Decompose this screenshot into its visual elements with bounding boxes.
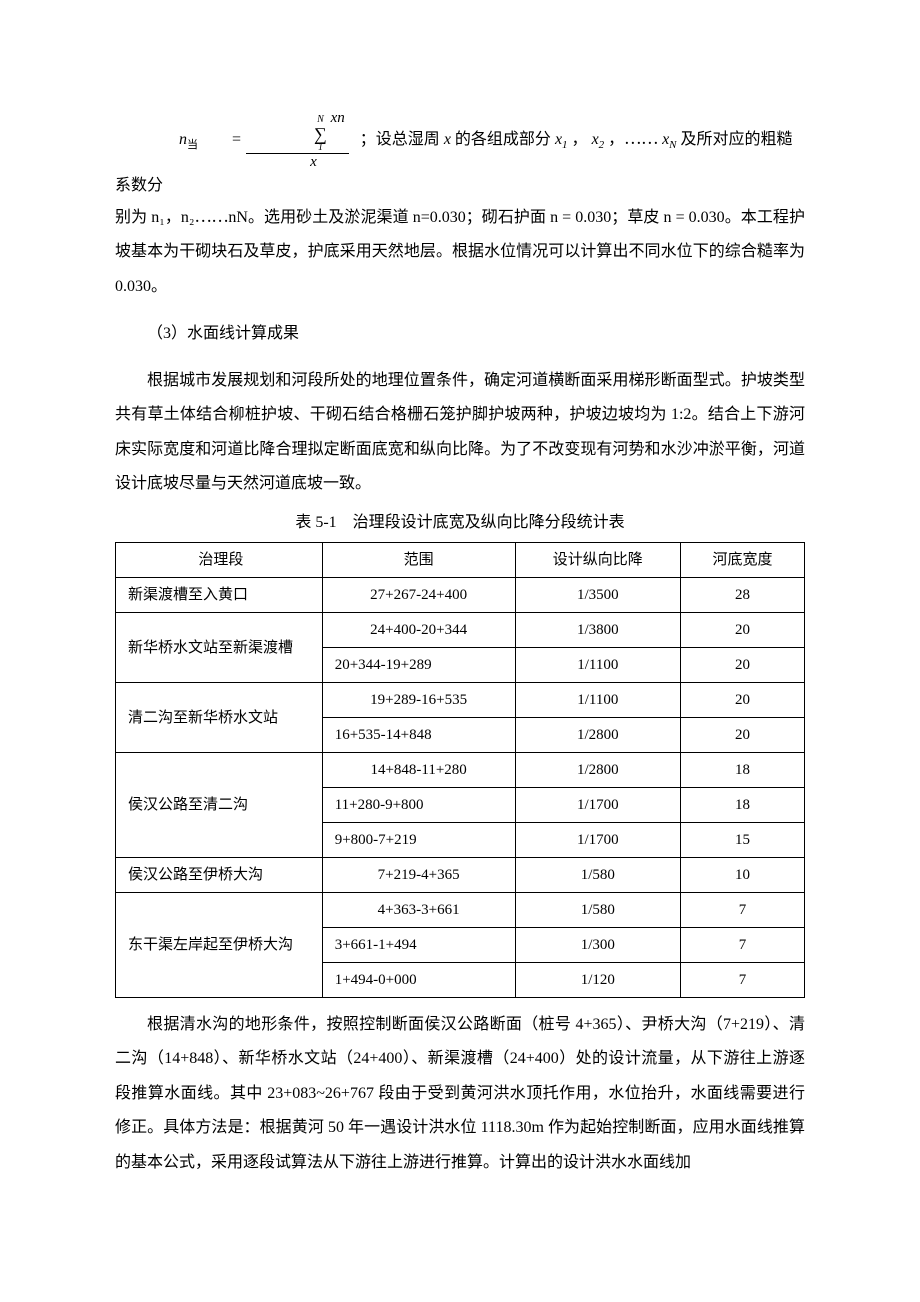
comma1: ， — [572, 131, 588, 148]
table-cell: 15 — [680, 823, 804, 858]
table-cell: 1/1700 — [515, 788, 680, 823]
var-x: x — [444, 131, 451, 148]
var-xn-sub: N — [669, 139, 676, 151]
table-cell: 7 — [680, 928, 804, 963]
formula: n当 = N ∑ 1 xn x — [147, 110, 352, 171]
table-cell: 10 — [680, 858, 804, 893]
data-table: 治理段 范围 设计纵向比降 河底宽度 新渠渡槽至入黄口27+267-24+400… — [115, 542, 805, 998]
formula-lhs-sub: 当 — [187, 139, 198, 151]
table-header: 河底宽度 — [680, 543, 804, 578]
table-cell: 1+494-0+000 — [322, 963, 515, 998]
paragraph-2: 根据城市发展规划和河段所处的地理位置条件，确定河道横断面采用梯形断面型式。护坡类… — [115, 364, 805, 502]
formula-denom: x — [274, 154, 321, 171]
table-cell: 1/1100 — [515, 648, 680, 683]
var-x2-sub: 2 — [599, 139, 605, 151]
table-cell: 1/1700 — [515, 823, 680, 858]
paragraph-1: 别为 n₁，n₂⋯⋯nN。选用砂土及淤泥渠道 n=0.030；砌石护面 n = … — [115, 201, 805, 304]
table-cell: 7 — [680, 893, 804, 928]
table-cell: 20 — [680, 613, 804, 648]
table-cell-section: 新华桥水文站至新渠渡槽 — [116, 613, 323, 683]
formula-fraction: N ∑ 1 xn x — [246, 110, 349, 171]
table-cell-section: 清二沟至新华桥水文站 — [116, 683, 323, 753]
formula-text-after: ；设总湿周 — [360, 131, 440, 148]
formula-text2: 的各组成部分 — [455, 131, 551, 148]
table-cell: 24+400-20+344 — [322, 613, 515, 648]
table-cell: 20+344-19+289 — [322, 648, 515, 683]
table-cell: 16+535-14+848 — [322, 718, 515, 753]
table-row: 新渠渡槽至入黄口27+267-24+4001/350028 — [116, 578, 805, 613]
table-cell: 18 — [680, 753, 804, 788]
var-x1: x — [555, 131, 562, 148]
sigma: N ∑ 1 — [282, 115, 327, 153]
var-x1-sub: 1 — [562, 139, 568, 151]
table-cell: 1/300 — [515, 928, 680, 963]
table-row: 侯汉公路至清二沟14+848-11+2801/280018 — [116, 753, 805, 788]
table-cell: 1/120 — [515, 963, 680, 998]
table-cell: 1/1100 — [515, 683, 680, 718]
table-cell: 20 — [680, 648, 804, 683]
table-cell-section: 侯汉公路至伊桥大沟 — [116, 858, 323, 893]
table-cell-section: 新渠渡槽至入黄口 — [116, 578, 323, 613]
table-cell-section: 侯汉公路至清二沟 — [116, 753, 323, 858]
table-row: 清二沟至新华桥水文站19+289-16+5351/110020 — [116, 683, 805, 718]
table-cell: 28 — [680, 578, 804, 613]
table-cell: 20 — [680, 683, 804, 718]
table-header: 治理段 — [116, 543, 323, 578]
formula-eq: = — [200, 125, 241, 155]
table-row: 侯汉公路至伊桥大沟7+219-4+3651/58010 — [116, 858, 805, 893]
table-cell: 1/580 — [515, 858, 680, 893]
table-header: 设计纵向比降 — [515, 543, 680, 578]
heading-3: （3）水面线计算成果 — [115, 318, 805, 350]
table-cell: 1/3500 — [515, 578, 680, 613]
table-cell: 7 — [680, 963, 804, 998]
table-cell: 20 — [680, 718, 804, 753]
table-cell: 3+661-1+494 — [322, 928, 515, 963]
table-cell: 1/580 — [515, 893, 680, 928]
paragraph-3: 根据清水沟的地形条件，按照控制断面侯汉公路断面（桩号 4+365）、尹桥大沟（7… — [115, 1008, 805, 1180]
table-cell-section: 东干渠左岸起至伊桥大沟 — [116, 893, 323, 998]
table-header: 范围 — [322, 543, 515, 578]
table-cell: 7+219-4+365 — [322, 858, 515, 893]
table-cell: 1/2800 — [515, 753, 680, 788]
table-cell: 4+363-3+661 — [322, 893, 515, 928]
comma2: ，⋯⋯ — [608, 131, 658, 148]
table-cell: 11+280-9+800 — [322, 788, 515, 823]
table-cell: 9+800-7+219 — [322, 823, 515, 858]
sigma-body: xn — [331, 110, 345, 126]
table-cell: 1/2800 — [515, 718, 680, 753]
table-caption: 表 5-1 治理段设计底宽及纵向比降分段统计表 — [115, 508, 805, 538]
table-cell: 1/3800 — [515, 613, 680, 648]
table-row: 东干渠左岸起至伊桥大沟4+363-3+6611/5807 — [116, 893, 805, 928]
table-cell: 27+267-24+400 — [322, 578, 515, 613]
formula-lhs: n — [179, 131, 187, 148]
formula-paragraph: n当 = N ∑ 1 xn x ；设总湿周 x 的各组成部分 x1 ， x2 ，… — [115, 110, 805, 201]
table-header-row: 治理段 范围 设计纵向比降 河底宽度 — [116, 543, 805, 578]
table-cell: 19+289-16+535 — [322, 683, 515, 718]
sigma-lower: 1 — [286, 143, 323, 153]
table-row: 新华桥水文站至新渠渡槽24+400-20+3441/380020 — [116, 613, 805, 648]
table-cell: 14+848-11+280 — [322, 753, 515, 788]
var-x2: x — [592, 131, 599, 148]
table-cell: 18 — [680, 788, 804, 823]
